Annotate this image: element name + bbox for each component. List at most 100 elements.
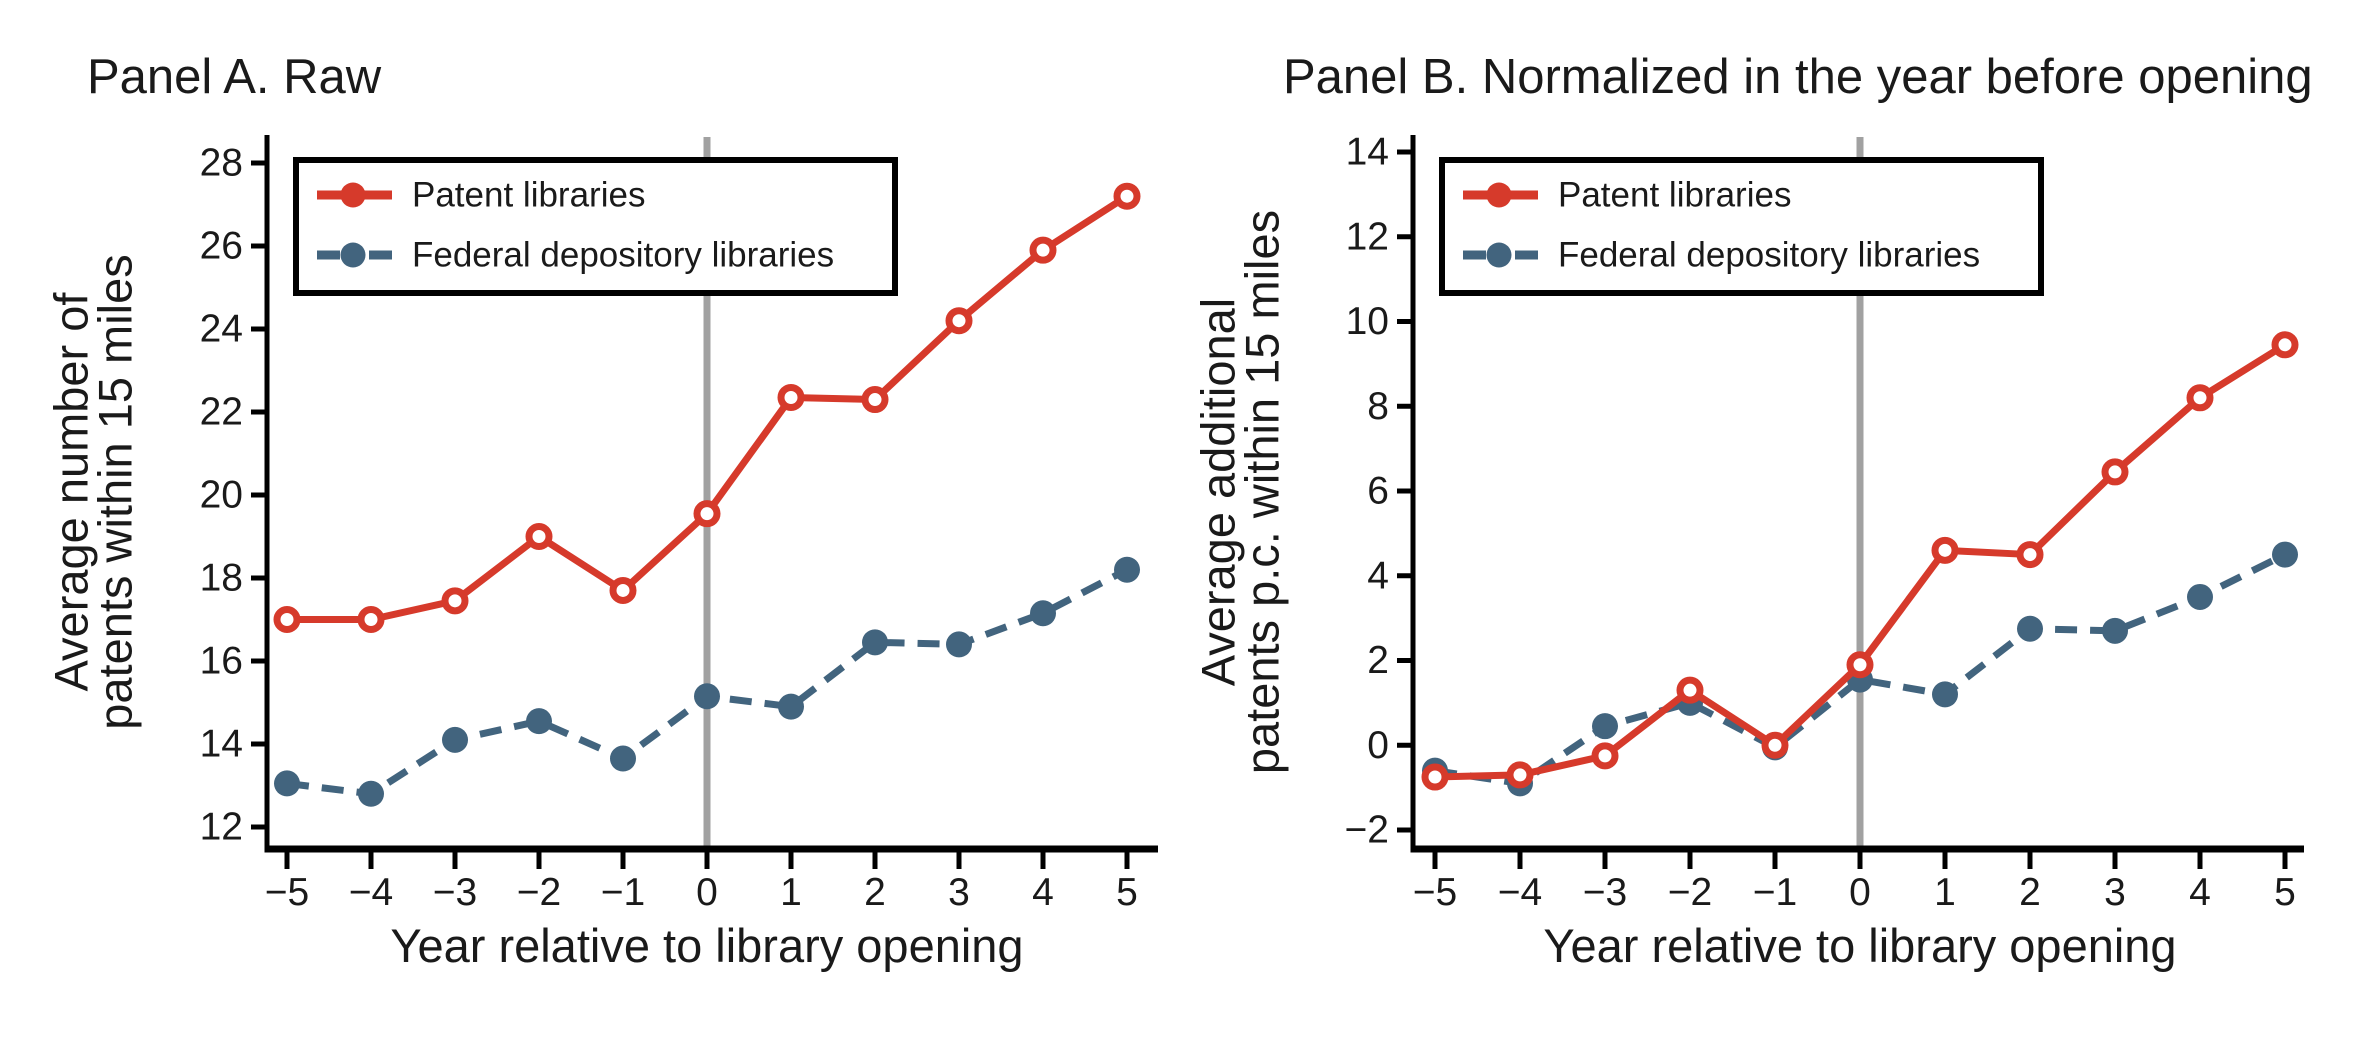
data-point-patent-libraries <box>525 523 553 550</box>
y-tick-label: 14 <box>200 723 243 766</box>
data-point-patent-libraries <box>1029 236 1057 264</box>
data-point-patent-libraries <box>2186 384 2214 412</box>
data-point-federal-depository-libraries <box>526 708 552 735</box>
x-tick-label: −5 <box>265 871 309 914</box>
y-tick-label: 2 <box>1367 639 1389 682</box>
x-tick-label: 5 <box>1116 871 1138 914</box>
data-point-federal-depository-libraries <box>2272 541 2298 568</box>
y-tick-label: 6 <box>1367 470 1389 513</box>
x-tick-label: −4 <box>349 871 393 914</box>
y-tick-label: 12 <box>1346 215 1389 258</box>
x-tick-label: −5 <box>1413 871 1457 914</box>
data-point-patent-libraries <box>693 500 721 528</box>
panel-a-x-axis-title: Year relative to library opening <box>390 919 1023 972</box>
data-point-patent-libraries <box>1931 536 1959 564</box>
data-point-patent-libraries <box>1761 731 1789 759</box>
data-point-federal-depository-libraries <box>862 629 888 656</box>
data-point-patent-libraries <box>777 383 805 411</box>
data-point-patent-libraries <box>609 576 637 604</box>
y-tick-label: 4 <box>1367 554 1389 597</box>
x-tick-label: 4 <box>2189 871 2211 914</box>
series-line-federal-depository-libraries <box>1434 551 2287 787</box>
legend-item-federal-depository-libraries: Federal depository libraries <box>317 236 834 275</box>
legend-label-federal-depository-libraries: Federal depository libraries <box>1558 236 1980 275</box>
panel-b-y-axis-title-line-2: patents p.c. within 15 miles <box>1236 210 1289 774</box>
data-point-federal-depository-libraries <box>442 726 468 753</box>
panel-b-title: Panel B. Normalized in the year before o… <box>1283 50 2313 104</box>
x-tick-label: 3 <box>948 871 970 914</box>
data-point-patent-libraries <box>1846 651 1874 679</box>
panel-a-legend: Patent libraries Federal depository libr… <box>293 157 898 296</box>
legend-frame <box>1439 157 2044 296</box>
panel-a-y-axis-title-line-2: patents within 15 miles <box>89 254 142 729</box>
y-tick-label: 8 <box>1367 385 1389 428</box>
data-point-federal-depository-libraries <box>2102 617 2128 644</box>
data-point-patent-libraries <box>2016 541 2044 569</box>
y-tick-label: 12 <box>200 806 243 849</box>
panel-b-y-axis-title-line-1: Average additional <box>1192 298 1245 686</box>
x-tick-label: −3 <box>1583 871 1627 914</box>
data-point-federal-depository-libraries <box>1592 713 1618 740</box>
y-tick-label: −2 <box>1345 809 1389 852</box>
y-tick-label: 0 <box>1367 724 1389 767</box>
x-tick-label: 0 <box>696 871 718 914</box>
data-point-federal-depository-libraries <box>2187 583 2213 610</box>
y-tick-label: 24 <box>200 308 243 351</box>
legend-item-patent-libraries: Patent libraries <box>1463 176 1791 215</box>
x-tick-label: 2 <box>2019 871 2041 914</box>
panel-b-legend: Patent libraries Federal depository libr… <box>1439 157 2044 296</box>
federal-libraries-marker-icon <box>1486 242 1512 268</box>
x-tick-label: 0 <box>1849 871 1871 914</box>
data-point-federal-depository-libraries <box>1932 681 1958 708</box>
x-tick-label: 4 <box>1032 871 1054 914</box>
data-point-patent-libraries <box>1506 761 1534 789</box>
data-point-federal-depository-libraries <box>1114 556 1140 583</box>
data-point-federal-depository-libraries <box>2017 615 2043 642</box>
x-tick-label: −1 <box>1753 871 1797 914</box>
x-tick-label: −1 <box>601 871 645 914</box>
data-point-patent-libraries <box>1676 676 1704 704</box>
x-tick-label: −2 <box>1668 871 1712 914</box>
legend-label-federal-depository-libraries: Federal depository libraries <box>412 236 834 275</box>
data-point-patent-libraries <box>273 606 301 633</box>
data-point-federal-depository-libraries <box>694 683 720 710</box>
x-tick-label: −4 <box>1498 871 1542 914</box>
data-point-patent-libraries <box>357 606 385 633</box>
panel-b-x-axis-title: Year relative to library opening <box>1543 919 2176 972</box>
panel-a-y-axis-title-line-1: Average number of <box>45 292 98 692</box>
data-point-federal-depository-libraries <box>1030 600 1056 627</box>
legend-label-patent-libraries: Patent libraries <box>412 176 645 215</box>
y-tick-label: 28 <box>200 142 243 185</box>
data-point-federal-depository-libraries <box>274 770 300 797</box>
patent-libraries-marker-icon <box>340 182 366 208</box>
data-point-patent-libraries <box>2101 458 2129 486</box>
y-tick-label: 22 <box>200 391 243 434</box>
data-point-federal-depository-libraries <box>946 631 972 658</box>
x-tick-label: 1 <box>1934 871 1956 914</box>
federal-libraries-marker-icon <box>340 242 366 268</box>
y-tick-label: 26 <box>200 225 243 268</box>
data-point-patent-libraries <box>861 386 889 414</box>
x-tick-label: 2 <box>864 871 886 914</box>
x-tick-label: −3 <box>433 871 477 914</box>
data-point-patent-libraries <box>1113 182 1141 210</box>
data-point-federal-depository-libraries <box>358 780 384 807</box>
legend-item-patent-libraries: Patent libraries <box>317 176 645 215</box>
y-tick-label: 10 <box>1346 300 1389 343</box>
x-tick-label: −2 <box>517 871 561 914</box>
y-tick-label: 16 <box>200 640 243 683</box>
x-tick-label: 3 <box>2104 871 2126 914</box>
data-point-patent-libraries <box>1591 742 1619 770</box>
data-point-patent-libraries <box>945 307 973 335</box>
legend-frame <box>293 157 898 296</box>
panel-a-title: Panel A. Raw <box>87 50 382 104</box>
data-point-patent-libraries <box>1421 763 1449 791</box>
legend-label-patent-libraries: Patent libraries <box>1558 176 1791 215</box>
legend-item-federal-depository-libraries: Federal depository libraries <box>1463 236 1980 275</box>
data-point-patent-libraries <box>2271 331 2299 359</box>
